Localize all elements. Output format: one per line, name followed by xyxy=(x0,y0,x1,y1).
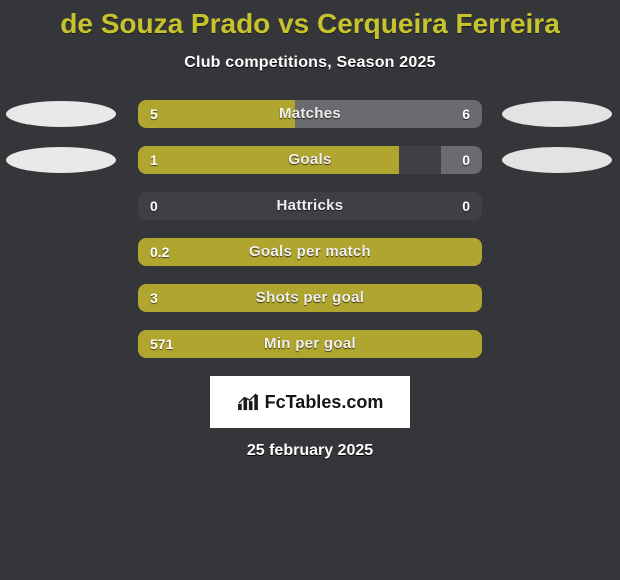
player-left-flag xyxy=(6,147,116,173)
player-right-flag xyxy=(502,147,612,173)
stat-value-left: 0.2 xyxy=(150,238,169,266)
comparison-row: 00Hattricks xyxy=(0,192,620,220)
comparison-row: 3Shots per goal xyxy=(0,284,620,312)
stat-bar-left xyxy=(138,238,482,266)
comparison-row: 0.2Goals per match xyxy=(0,238,620,266)
stat-bar-track xyxy=(138,192,482,220)
date-label: 25 february 2025 xyxy=(0,442,620,460)
player-left-flag xyxy=(6,101,116,127)
stat-value-right: 0 xyxy=(462,192,470,220)
comparison-row: 571Min per goal xyxy=(0,330,620,358)
comparison-rows: 56Matches10Goals00Hattricks0.2Goals per … xyxy=(0,100,620,358)
subtitle: Club competitions, Season 2025 xyxy=(0,54,620,72)
stat-bar-left xyxy=(138,330,482,358)
stat-bar-track xyxy=(138,238,482,266)
stat-value-left: 5 xyxy=(150,100,158,128)
stat-value-left: 3 xyxy=(150,284,158,312)
stat-bar-left xyxy=(138,100,295,128)
stat-value-left: 571 xyxy=(150,330,173,358)
stat-bar-track xyxy=(138,146,482,174)
comparison-row: 10Goals xyxy=(0,146,620,174)
stat-value-right: 6 xyxy=(462,100,470,128)
page-title-text: de Souza Prado vs Cerqueira Ferreira xyxy=(60,8,560,39)
stat-value-left: 1 xyxy=(150,146,158,174)
stat-bar-right xyxy=(295,100,482,128)
brand-text: FcTables.com xyxy=(265,392,384,413)
stat-bar-track xyxy=(138,100,482,128)
comparison-row: 56Matches xyxy=(0,100,620,128)
stat-bar-track xyxy=(138,284,482,312)
brand-badge[interactable]: FcTables.com xyxy=(210,376,410,428)
stat-bar-left xyxy=(138,146,399,174)
stat-bar-track xyxy=(138,330,482,358)
stat-bar-left xyxy=(138,284,482,312)
page-title: de Souza Prado vs Cerqueira Ferreira xyxy=(0,0,620,40)
stat-value-left: 0 xyxy=(150,192,158,220)
player-right-flag xyxy=(502,101,612,127)
bars-icon xyxy=(237,393,259,411)
stat-value-right: 0 xyxy=(462,146,470,174)
